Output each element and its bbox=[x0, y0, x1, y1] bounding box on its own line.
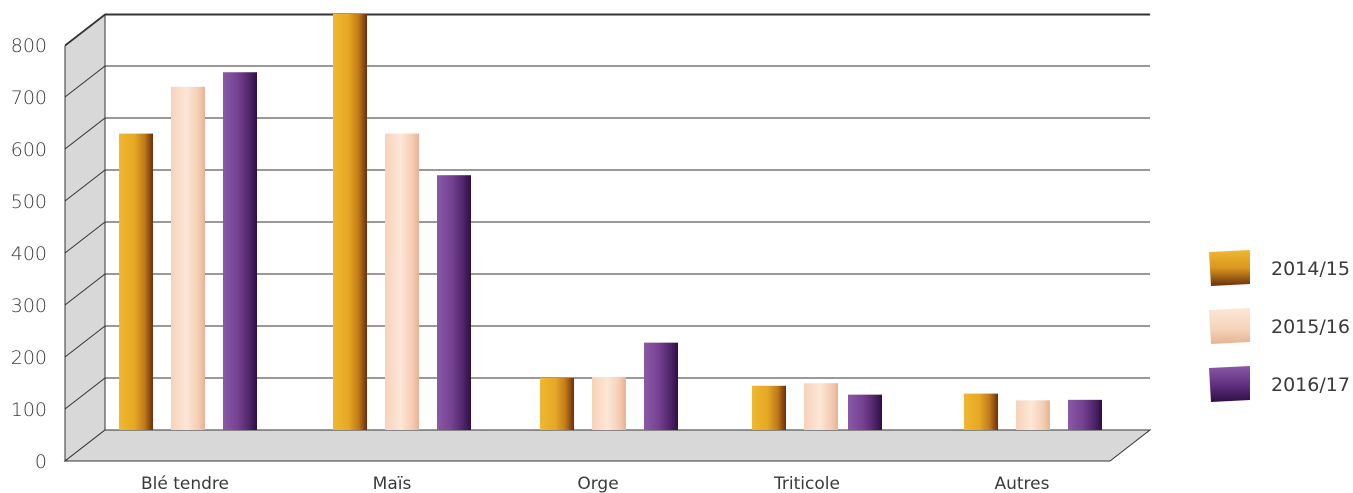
bar-2014-15-2 bbox=[540, 378, 574, 430]
gridline-side-top bbox=[64, 14, 106, 47]
x-category-label: Triticole bbox=[773, 474, 840, 493]
bar-2016-17-0 bbox=[223, 72, 257, 431]
legend-label: 2014/15 bbox=[1271, 258, 1350, 280]
bar-2016-17-3 bbox=[848, 394, 882, 430]
y-axis-ticks: 0 100 200 300 400 500 600 700 800 bbox=[11, 35, 47, 473]
x-category-label: Autres bbox=[994, 474, 1049, 493]
x-category-label: Maïs bbox=[373, 474, 412, 493]
legend-label: 2015/16 bbox=[1271, 316, 1350, 338]
bar-2015-16-1 bbox=[385, 133, 419, 430]
y-tick-label: 400 bbox=[11, 243, 47, 265]
bar-2015-16-2 bbox=[592, 376, 626, 430]
y-tick-label: 200 bbox=[11, 347, 47, 369]
bar-2014-15-3 bbox=[752, 385, 786, 430]
legend-swatch-2016-17 bbox=[1209, 366, 1250, 402]
y-tick-label: 300 bbox=[11, 295, 47, 317]
bar-2016-17-4 bbox=[1068, 399, 1102, 430]
y-tick-label: 0 bbox=[35, 451, 47, 473]
gridline-side-100 bbox=[64, 377, 106, 410]
gridline-side-400 bbox=[64, 221, 106, 254]
bar-2016-17-2 bbox=[644, 342, 678, 430]
legend-label: 2016/17 bbox=[1271, 374, 1350, 396]
bar-2016-17-1 bbox=[437, 175, 471, 430]
gridlines bbox=[64, 13, 1150, 410]
bar-2014-15-0 bbox=[119, 133, 153, 430]
bar-2015-16-3 bbox=[804, 383, 838, 430]
y-tick-label: 800 bbox=[11, 35, 47, 57]
gridline-side-200 bbox=[64, 325, 106, 358]
legend-swatch-2015-16 bbox=[1209, 308, 1250, 344]
x-category-label: Blé tendre bbox=[141, 474, 229, 493]
gridline-side-300 bbox=[64, 273, 106, 306]
bar-2014-15-4 bbox=[964, 393, 998, 430]
y-tick-label: 100 bbox=[11, 399, 47, 421]
floor bbox=[63, 429, 1152, 462]
bar-2014-15-1 bbox=[333, 14, 367, 430]
gridline-side-800 bbox=[64, 13, 106, 46]
bar-2015-16-4 bbox=[1016, 400, 1050, 430]
y-tick-label: 700 bbox=[11, 87, 47, 109]
x-category-label: Orge bbox=[577, 474, 618, 493]
gridline-side-700 bbox=[64, 65, 106, 98]
y-tick-label: 600 bbox=[11, 139, 47, 161]
legend: 2014/15 2015/16 2016/17 bbox=[1209, 250, 1350, 402]
legend-swatch-2014-15 bbox=[1209, 250, 1250, 286]
x-axis-labels: Blé tendre Maïs Orge Triticole Autres bbox=[141, 474, 1050, 493]
bar-2015-16-0 bbox=[171, 86, 205, 431]
bars bbox=[119, 14, 1102, 431]
gridline-side-600 bbox=[64, 117, 106, 150]
y-tick-label: 500 bbox=[11, 191, 47, 213]
gridline-side-500 bbox=[64, 169, 106, 202]
